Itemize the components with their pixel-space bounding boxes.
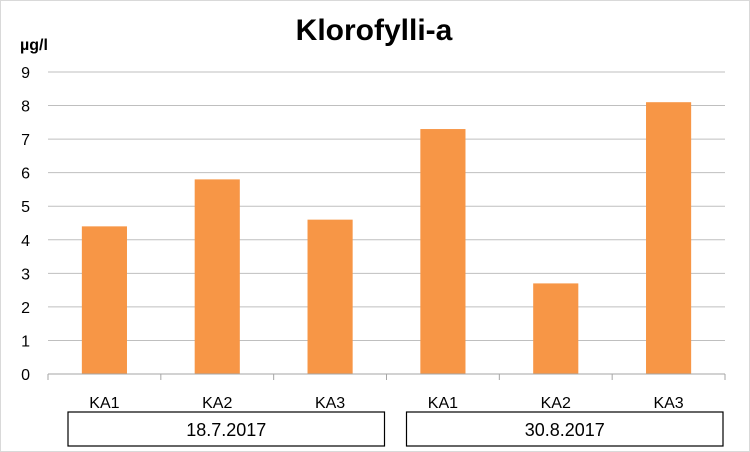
x-axis-group-labels: 18.7.2017 30.8.2017 [67, 411, 724, 447]
bar [646, 102, 692, 374]
y-axis-ticks: 0 1 2 3 4 5 6 7 8 9 [21, 65, 30, 384]
chart-title: Klorofylli-a [296, 14, 453, 47]
group-label-box [405, 411, 724, 447]
group-label: 30.8.2017 [525, 420, 605, 440]
y-tick-label: 2 [21, 300, 30, 317]
y-tick-label: 1 [21, 333, 30, 350]
x-category-label: KA2 [541, 395, 571, 412]
x-category-label: KA3 [315, 395, 345, 412]
x-category-label: KA1 [428, 395, 458, 412]
group-label-box [67, 411, 386, 447]
y-tick-label: 7 [21, 132, 30, 149]
y-tick-label: 0 [21, 367, 30, 384]
x-category-label: KA3 [653, 395, 683, 412]
y-tick-label: 5 [21, 199, 30, 216]
x-axis-category-labels: KA1 KA2 KA3 KA1 KA2 KA3 [89, 395, 684, 412]
y-tick-label: 8 [21, 99, 30, 116]
bars [81, 102, 692, 374]
bar [81, 226, 127, 374]
bar [307, 219, 353, 374]
y-axis-label: µg/l [20, 37, 48, 54]
y-tick-label: 6 [21, 166, 30, 183]
bar [194, 179, 240, 374]
bar [533, 283, 579, 374]
x-axis [47, 373, 726, 380]
y-tick-label: 3 [21, 266, 30, 283]
bar [420, 129, 466, 374]
x-category-label: KA2 [202, 395, 232, 412]
group-label: 18.7.2017 [186, 420, 266, 440]
gridlines [48, 71, 725, 341]
y-tick-label: 4 [21, 233, 30, 250]
y-tick-label: 9 [21, 65, 30, 82]
x-category-label: KA1 [89, 395, 119, 412]
